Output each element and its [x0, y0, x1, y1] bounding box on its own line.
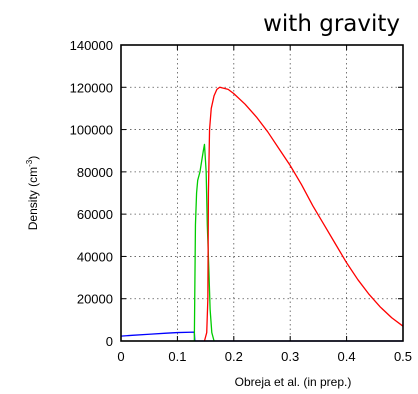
series-line: [203, 86, 404, 342]
y-tick-label: 20000: [77, 292, 113, 307]
chart-caption: Obreja et al. (in prep.): [235, 375, 352, 389]
axis-ticks: [120, 44, 404, 342]
x-tick-label: 0.5: [394, 349, 412, 364]
x-tick-labels: 0 0.1 0.2 0.3 0.4 0.5: [117, 349, 412, 364]
chart-title: with gravity: [263, 11, 400, 37]
x-tick-label: 0.2: [225, 349, 243, 364]
series-line: [189, 143, 215, 342]
y-tick-label: 100000: [70, 123, 113, 138]
y-tick-label: 40000: [77, 249, 113, 264]
y-tick-label: 80000: [77, 165, 113, 180]
plot-frame: [120, 44, 404, 342]
x-tick-label: 0.4: [338, 349, 356, 364]
y-tick-label: 0: [106, 334, 113, 349]
series-line: [120, 331, 403, 342]
y-tick-labels: 0 20000 40000 60000 80000 100000 120000 140000: [70, 38, 113, 349]
y-tick-label: 140000: [70, 38, 113, 53]
x-tick-label: 0.3: [281, 349, 299, 364]
grid: [121, 45, 403, 341]
y-tick-label: 60000: [77, 207, 113, 222]
y-tick-label: 120000: [70, 80, 113, 95]
series-group: [120, 86, 404, 342]
x-tick-label: 0: [117, 349, 124, 364]
x-tick-label: 0.1: [168, 349, 186, 364]
y-axis-label: Density (cm-3): [25, 156, 40, 230]
